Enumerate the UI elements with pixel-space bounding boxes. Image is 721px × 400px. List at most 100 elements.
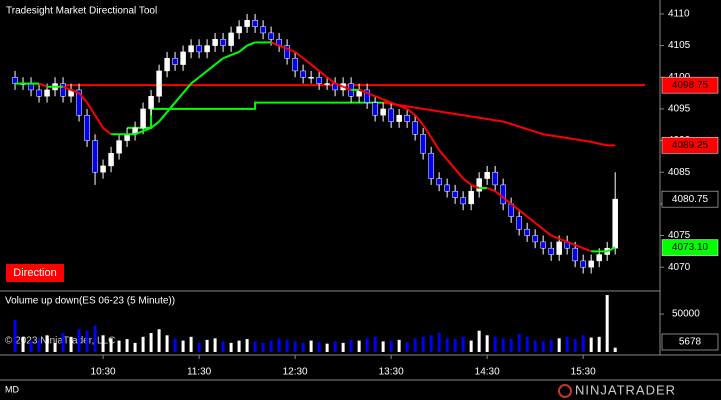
fast-line-segment	[158, 111, 168, 123]
fast-line-segment	[606, 246, 616, 253]
volume-bar	[165, 335, 169, 352]
fast-line-segment	[182, 82, 192, 94]
candle-body	[292, 58, 298, 72]
fast-line-segment	[446, 158, 456, 170]
volume-bar	[269, 340, 273, 352]
volume-tick-label: 50000	[672, 309, 700, 320]
fast-line-segment	[462, 177, 472, 186]
candle-body	[452, 190, 458, 198]
candle-body	[484, 171, 490, 179]
volume-bar	[509, 339, 513, 352]
volume-bar	[525, 336, 529, 352]
volume-bar	[597, 336, 601, 352]
fast-line-segment	[430, 136, 440, 151]
fast-line-segment	[342, 85, 352, 91]
fast-line-segment	[382, 98, 392, 104]
volume-bar	[301, 342, 305, 352]
fast-line-segment	[230, 50, 240, 57]
volume-bar	[517, 333, 521, 352]
fast-line-segment	[174, 92, 184, 104]
fast-line-segment	[270, 41, 280, 47]
candle-body	[268, 32, 274, 40]
volume-bar	[189, 336, 193, 352]
volume-bar	[125, 339, 129, 352]
volume-bar	[453, 339, 457, 352]
candle-body	[300, 70, 306, 78]
y-tick-label: 4075	[668, 230, 691, 241]
y-tick-label: 4105	[668, 40, 691, 51]
fast-line-segment	[142, 126, 152, 132]
fast-line-segment	[62, 85, 72, 91]
fast-line-segment	[278, 44, 288, 50]
volume-bar	[485, 335, 489, 352]
volume-bar	[21, 336, 25, 352]
candle-body	[44, 89, 50, 97]
candle-body	[596, 254, 602, 262]
x-tick-label: 12:30	[283, 367, 308, 378]
volume-bar	[445, 338, 449, 352]
volume-bar	[389, 340, 393, 352]
candle-body	[476, 178, 482, 192]
logo-icon	[558, 384, 572, 398]
fast-line-segment	[198, 70, 208, 79]
fast-line-segment	[246, 41, 256, 47]
volume-bar	[69, 336, 73, 352]
fast-line-segment	[358, 88, 368, 95]
volume-bar	[565, 336, 569, 352]
candle-body	[252, 20, 258, 27]
fast-marker-box	[661, 239, 719, 256]
copyright: © 2023 NinjaTrader, LLC	[5, 336, 115, 347]
candle-body	[92, 140, 98, 173]
candle-body	[116, 140, 122, 154]
volume-bar	[173, 338, 177, 352]
candle-body	[580, 260, 586, 268]
candle-body	[76, 89, 82, 116]
candle-body	[236, 26, 242, 34]
volume-bar	[437, 333, 441, 352]
volume-bar	[309, 340, 313, 352]
candle-body	[164, 58, 170, 72]
fast-line-segment	[238, 44, 248, 53]
level-marker-box	[661, 76, 719, 94]
candle-body	[380, 108, 386, 116]
fast-line-segment	[438, 149, 448, 161]
fast-line-segment	[38, 82, 48, 88]
candle-body	[572, 247, 578, 262]
volume-bar	[429, 335, 433, 352]
volume-bar	[605, 295, 609, 352]
y-tick-label: 4095	[668, 104, 691, 115]
fast-line-segment	[70, 88, 80, 95]
candle-body	[284, 45, 290, 59]
candle-body	[588, 260, 594, 268]
volume-bar	[13, 320, 17, 352]
volume-bar	[213, 338, 217, 352]
volume-bar	[349, 339, 353, 352]
fast-line-segment	[406, 108, 416, 117]
fast-line-segment	[534, 222, 544, 230]
candle-body	[148, 95, 154, 110]
volume-bar	[77, 329, 81, 352]
fast-line-segment	[134, 130, 144, 136]
logo: NINJATRADER	[575, 382, 676, 397]
volume-bar	[109, 338, 113, 352]
candle-body	[612, 198, 618, 249]
volume-bar	[493, 336, 497, 352]
candle-body	[220, 39, 226, 46]
fast-line-segment	[470, 183, 480, 189]
fast-line-segment	[486, 187, 496, 193]
volume-bar	[229, 342, 233, 352]
candle-body	[492, 171, 498, 186]
fast-line-segment	[286, 47, 296, 53]
fast-line-segment	[550, 234, 560, 240]
candle-body	[500, 184, 506, 205]
volume-bar	[405, 342, 409, 352]
volume-bar	[277, 338, 281, 352]
y-tick-label: 4085	[668, 167, 691, 178]
volume-bar	[549, 339, 553, 352]
candle-body	[60, 83, 66, 97]
volume-bar	[133, 342, 137, 352]
candle-body	[516, 216, 522, 230]
fast-line-segment	[326, 76, 336, 85]
